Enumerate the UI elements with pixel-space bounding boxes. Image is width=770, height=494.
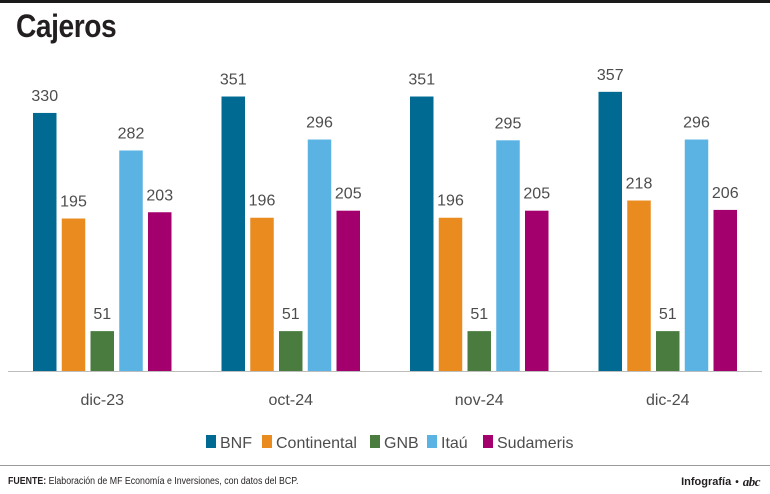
credit-label: Infografía <box>681 476 732 488</box>
x-tick-label: dic-24 <box>646 392 690 409</box>
bar-ita-nov-24 <box>496 140 520 371</box>
value-label: 296 <box>683 115 710 132</box>
legend-label: Sudameris <box>497 435 573 452</box>
value-label: 196 <box>249 193 276 210</box>
credit-dot: • <box>735 476 739 488</box>
bar-ita-dic-24 <box>684 139 709 371</box>
source-label: FUENTE: <box>8 476 47 487</box>
value-label: 218 <box>626 176 653 193</box>
value-label: 206 <box>712 185 739 202</box>
value-label: 295 <box>495 115 522 132</box>
value-label: 51 <box>659 306 677 323</box>
value-labels-layer: 330 195 51 282 203 351 196 51 296 205 351 196 51 295 2… <box>31 67 738 323</box>
chart-title: Cajeros <box>16 8 117 44</box>
bar-sudameris-dic-24 <box>713 209 737 371</box>
legend-swatch-sudameris <box>483 435 493 448</box>
value-label: 51 <box>282 306 300 323</box>
bar-sudameris-oct-24 <box>336 210 360 371</box>
source-text: Elaboración de MF Economía e Inversiones… <box>46 476 299 487</box>
bar-bnf-oct-24 <box>221 96 245 372</box>
value-label: 205 <box>523 186 550 203</box>
top-rule <box>0 0 770 3</box>
bar-sudameris-dic-23 <box>148 212 172 371</box>
value-label: 357 <box>597 67 624 84</box>
value-label: 196 <box>437 193 464 210</box>
x-tick-label: oct-24 <box>269 392 314 409</box>
value-label: 296 <box>306 115 333 132</box>
legend: BNF Continental GNB Itaú Sudameris <box>206 435 573 452</box>
value-label: 51 <box>93 306 111 323</box>
bar-bnf-nov-24 <box>410 96 434 372</box>
bar-gnb-dic-23 <box>90 331 114 371</box>
abc-logo: abc <box>742 474 761 489</box>
bars-layer <box>33 91 737 372</box>
x-tick-label: nov-24 <box>455 392 504 409</box>
value-label: 51 <box>470 306 488 323</box>
value-label: 330 <box>31 88 58 105</box>
x-tick-labels-layer: dic-23 oct-24 nov-24 dic-24 <box>80 392 689 409</box>
legend-label: Itaú <box>441 435 468 452</box>
bar-sudameris-nov-24 <box>525 210 549 371</box>
value-label: 351 <box>408 72 435 89</box>
value-label: 205 <box>335 186 362 203</box>
value-label: 282 <box>118 125 145 142</box>
bar-gnb-oct-24 <box>279 331 303 371</box>
bar-gnb-nov-24 <box>467 331 491 371</box>
bar-continental-oct-24 <box>250 217 274 371</box>
value-label: 195 <box>60 194 87 211</box>
legend-swatch-gnb <box>370 435 380 448</box>
value-label: 351 <box>220 72 247 89</box>
bar-continental-dic-24 <box>627 200 651 371</box>
bar-ita-oct-24 <box>307 139 332 371</box>
value-label: 203 <box>146 187 173 204</box>
legend-swatch-bnf <box>206 435 216 448</box>
bar-continental-nov-24 <box>438 217 463 371</box>
credit: Infografía • abc <box>681 474 760 490</box>
legend-label: GNB <box>384 435 419 452</box>
bar-continental-dic-23 <box>61 218 86 371</box>
legend-swatch-ita <box>427 435 437 448</box>
bar-bnf-dic-23 <box>33 112 57 371</box>
legend-label: BNF <box>220 435 252 452</box>
source-note: FUENTE: Elaboración de MF Economía e Inv… <box>8 476 298 487</box>
bar-ita-dic-23 <box>119 150 143 371</box>
x-tick-label: dic-23 <box>80 392 124 409</box>
legend-label: Continental <box>276 435 357 452</box>
bar-gnb-dic-24 <box>656 331 680 371</box>
legend-swatch-continental <box>262 435 272 448</box>
bar-bnf-dic-24 <box>598 91 622 371</box>
footer-divider <box>0 465 770 466</box>
